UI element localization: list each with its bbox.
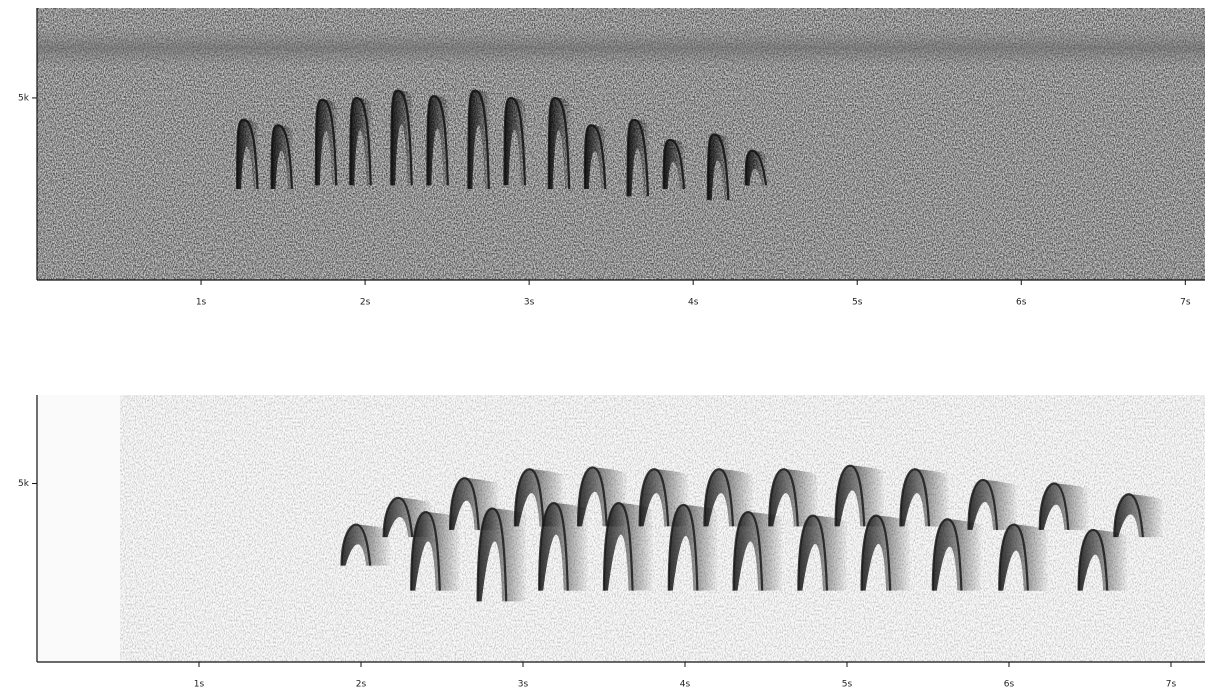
syllable-edge	[236, 118, 259, 190]
x-tick-label: 5s	[852, 298, 863, 308]
x-tick-label: 1s	[196, 298, 207, 308]
syllable	[900, 469, 950, 527]
syllable	[745, 150, 767, 186]
syllable-edge	[860, 514, 892, 591]
syllable-edge	[797, 514, 829, 591]
syllable	[835, 465, 885, 527]
syllable	[1078, 529, 1128, 591]
noise-band	[37, 28, 1205, 68]
syllable	[1114, 494, 1163, 538]
x-tick-label: 7s	[1166, 680, 1177, 690]
syllable-edge	[576, 466, 608, 527]
syllable-edge	[314, 98, 338, 186]
syllable-edge	[547, 96, 571, 190]
syllable-edge	[998, 523, 1029, 591]
y-tick-label: 5k	[18, 93, 30, 103]
syllable	[704, 469, 754, 527]
syllable-edge	[448, 477, 480, 530]
x-tick-label: 3s	[524, 298, 535, 308]
syllable	[999, 524, 1048, 591]
x-tick-label: 2s	[360, 298, 371, 308]
syllable-edge	[667, 503, 699, 591]
syllable	[1039, 483, 1089, 530]
syllable-edge	[270, 124, 294, 190]
x-tick-label: 1s	[194, 680, 205, 690]
syllable	[932, 519, 982, 591]
syllable	[539, 503, 588, 591]
x-tick-label: 6s	[1004, 680, 1015, 690]
syllable-edge	[662, 138, 686, 190]
x-tick-label: 4s	[688, 298, 699, 308]
x-tick-label: 7s	[1180, 298, 1191, 308]
syllable-edge	[390, 89, 413, 186]
syllable-edge	[732, 510, 764, 591]
syllable-edge	[706, 133, 730, 200]
syllable-edge	[426, 95, 449, 186]
syllable-edge	[638, 468, 670, 527]
syllable-edge	[626, 118, 650, 197]
syllable-edge	[744, 149, 768, 186]
syllable	[341, 524, 391, 566]
syllable-edge	[931, 518, 963, 591]
syllable-edge	[476, 507, 508, 602]
syllable	[769, 469, 818, 527]
syllable-edge	[467, 89, 490, 189]
syllable	[477, 508, 527, 602]
x-tick-label: 5s	[842, 680, 853, 690]
syllable-edge	[834, 464, 866, 527]
syllable-edge	[602, 502, 634, 591]
syllable-edge	[583, 124, 607, 190]
syllable-edge	[410, 510, 441, 591]
syllable-edge	[503, 96, 527, 186]
syllable	[733, 512, 783, 591]
syllable	[861, 515, 911, 591]
syllable-edge	[899, 468, 931, 527]
syllable	[798, 515, 847, 591]
syllable	[968, 479, 1018, 530]
syllable-edge	[967, 478, 999, 531]
syllable-edge	[538, 502, 569, 591]
syllable-edge	[1038, 482, 1070, 531]
x-tick-label: 6s	[1016, 298, 1027, 308]
syllable	[411, 512, 460, 591]
syllable-edge	[1113, 493, 1144, 538]
x-tick-label: 3s	[518, 680, 529, 690]
syllable-edge	[703, 468, 735, 527]
y-tick-label: 5k	[18, 479, 30, 489]
syllable-edge	[768, 468, 799, 527]
syllable-edge	[349, 96, 372, 186]
syllable-edge	[340, 523, 372, 566]
syllable-edge	[513, 468, 545, 527]
x-tick-label: 2s	[356, 680, 367, 690]
x-tick-label: 4s	[680, 680, 691, 690]
syllable-edge	[382, 496, 414, 538]
syllable-edge	[1077, 528, 1109, 591]
